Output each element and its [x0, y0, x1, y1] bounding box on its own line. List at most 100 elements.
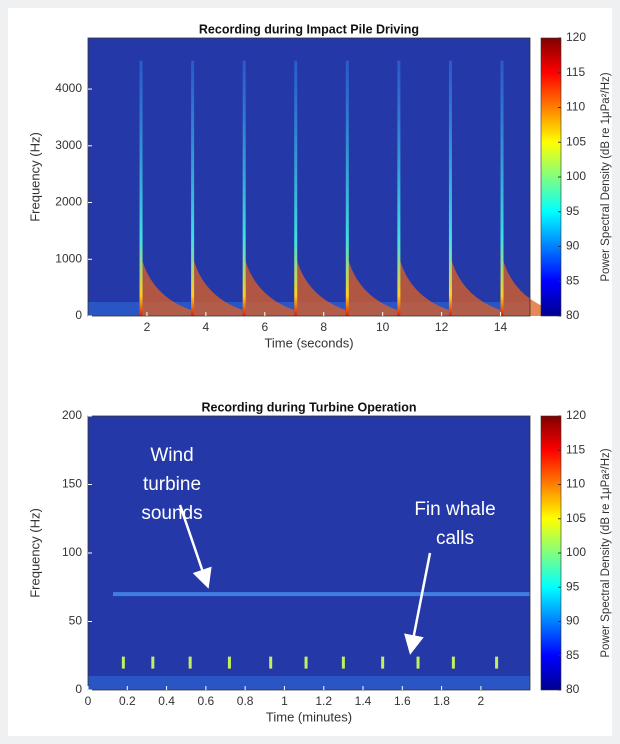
- annotation-arrow: [404, 552, 432, 655]
- strike-streak: [191, 60, 195, 316]
- x-axis-label: Time (seconds): [264, 335, 353, 350]
- colorbar-label: Power Spectral Density (dB re 1μPa²/Hz): [600, 72, 612, 281]
- axes-frame: [87, 37, 531, 317]
- y-tick-label: 200: [62, 408, 82, 422]
- colorbar-tick-label: 80: [566, 308, 580, 322]
- strike-streak: [448, 60, 452, 316]
- pile-strike: [397, 60, 449, 316]
- colorbar-label: Power Spectral Density (dB re 1μPa²/Hz): [600, 448, 612, 657]
- strike-streak: [500, 60, 504, 316]
- x-tick-label: 1.2: [315, 694, 332, 708]
- strike-streak: [294, 60, 298, 316]
- colorbar-tick-label: 90: [566, 239, 580, 253]
- colorbar-tick-label: 80: [566, 682, 580, 696]
- colorbar-tick-label: 85: [566, 273, 580, 287]
- x-tick-label: 2: [144, 320, 151, 334]
- y-tick-label: 100: [62, 545, 82, 559]
- strike-streak: [139, 60, 143, 316]
- annotation-text: Fin whale: [414, 499, 495, 520]
- strike-tail: [347, 256, 398, 316]
- turbine-band: [113, 592, 530, 597]
- whale-call: [341, 656, 345, 669]
- x-tick-label: 8: [320, 320, 327, 334]
- low-noise: [88, 676, 530, 690]
- colorbar-tick-label: 115: [566, 65, 585, 79]
- strike-streak: [345, 60, 349, 316]
- strike-tail: [398, 256, 449, 316]
- whale-call: [416, 656, 420, 669]
- y-tick-label: 4000: [55, 81, 82, 95]
- y-tick-label: 3000: [55, 138, 82, 152]
- y-tick-label: 0: [75, 308, 82, 322]
- x-tick-label: 0.8: [237, 694, 254, 708]
- annotation-arrow: [178, 504, 212, 589]
- whale-call: [495, 656, 499, 669]
- strike-tail: [450, 256, 501, 316]
- plot-area: [88, 38, 530, 316]
- x-tick-label: 1: [281, 694, 288, 708]
- colorbar-tick-label: 110: [566, 100, 585, 114]
- x-tick-label: 6: [261, 320, 268, 334]
- x-tick-label: 4: [203, 320, 210, 334]
- pile-strike: [448, 60, 501, 316]
- annotation-text: Wind: [150, 445, 193, 466]
- pile-strike: [242, 60, 295, 316]
- x-tick-label: 2: [478, 694, 485, 708]
- y-tick-label: 50: [69, 614, 83, 628]
- x-tick-label: 0.4: [158, 694, 175, 708]
- chart-title: Recording during Turbine Operation: [201, 400, 416, 414]
- x-tick-label: 1.4: [355, 694, 372, 708]
- whale-call: [269, 656, 273, 669]
- x-axis-label: Time (minutes): [266, 709, 352, 724]
- whale-call: [381, 656, 385, 669]
- x-tick-label: 10: [376, 320, 390, 334]
- strike-tail: [244, 256, 295, 316]
- whale-call: [451, 656, 455, 669]
- colorbar-tick-label: 90: [566, 614, 580, 628]
- strike-tail: [192, 256, 243, 316]
- strike-tail: [295, 256, 346, 316]
- colorbar-tick-label: 110: [566, 477, 585, 491]
- colorbar-tick-label: 120: [566, 408, 586, 422]
- pile-strike: [191, 60, 243, 316]
- annotation-text: calls: [436, 528, 474, 549]
- colorbar-tick-label: 100: [566, 169, 586, 183]
- x-tick-label: 0: [85, 694, 92, 708]
- colorbar-tick-label: 105: [566, 134, 586, 148]
- annotation-text: sounds: [141, 503, 202, 524]
- whale-call: [304, 656, 308, 669]
- y-tick-label: 150: [62, 477, 82, 491]
- x-tick-label: 1.8: [433, 694, 450, 708]
- colorbar-tick-label: 120: [566, 30, 586, 44]
- x-tick-label: 1.6: [394, 694, 411, 708]
- pile-strike: [139, 60, 192, 316]
- strike-tail: [502, 256, 553, 316]
- y-axis-label: Frequency (Hz): [27, 508, 42, 598]
- x-tick-label: 0.2: [119, 694, 136, 708]
- whale-call: [227, 656, 231, 669]
- colorbar-tick-label: 100: [566, 545, 586, 559]
- strike-streak: [242, 60, 246, 316]
- colorbar-tick-label: 95: [566, 579, 580, 593]
- chart-title: Recording during Impact Pile Driving: [199, 22, 419, 36]
- annotation-text: turbine: [143, 474, 201, 495]
- colorbar-tick-label: 95: [566, 204, 580, 218]
- y-axis-label: Frequency (Hz): [27, 132, 42, 222]
- colorbar-tick-label: 105: [566, 511, 586, 525]
- y-tick-label: 2000: [55, 195, 82, 209]
- whale-call: [121, 656, 125, 669]
- x-tick-label: 14: [494, 320, 508, 334]
- strike-tail: [141, 256, 192, 316]
- pile-strike: [294, 60, 346, 316]
- colorbar-tick-label: 115: [566, 442, 585, 456]
- whale-call: [188, 656, 192, 669]
- plot-area: [88, 416, 530, 690]
- pile-strike: [345, 60, 398, 316]
- pile-strike: [500, 60, 553, 316]
- y-tick-label: 0: [75, 682, 82, 696]
- whale-call: [151, 656, 155, 669]
- strike-streak: [397, 60, 401, 316]
- x-tick-label: 12: [435, 320, 449, 334]
- colorbar-tick-label: 85: [566, 648, 580, 662]
